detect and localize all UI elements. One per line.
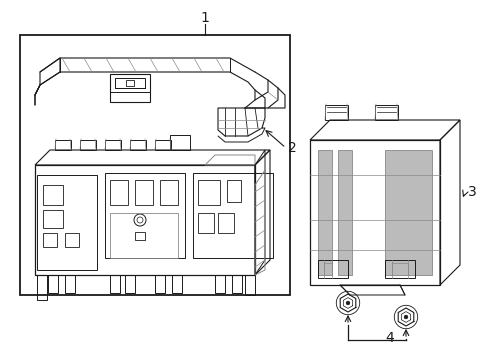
- Bar: [155, 275, 165, 293]
- Bar: [227, 180, 241, 202]
- Bar: [232, 275, 242, 293]
- Bar: [218, 213, 234, 233]
- Bar: [115, 78, 145, 88]
- Bar: [172, 275, 182, 293]
- Bar: [65, 275, 75, 293]
- Bar: [48, 275, 58, 293]
- Circle shape: [404, 315, 408, 319]
- Bar: [310, 140, 440, 285]
- Bar: [245, 275, 255, 295]
- Text: 3: 3: [468, 185, 477, 199]
- Bar: [125, 275, 135, 293]
- Bar: [198, 180, 220, 205]
- Polygon shape: [385, 150, 432, 275]
- Bar: [193, 173, 273, 258]
- Bar: [20, 35, 290, 295]
- Bar: [385, 260, 415, 278]
- Polygon shape: [392, 263, 408, 275]
- Bar: [160, 180, 178, 205]
- Bar: [110, 180, 128, 205]
- Bar: [135, 180, 153, 205]
- Bar: [318, 260, 348, 278]
- Polygon shape: [324, 263, 332, 275]
- Bar: [126, 80, 134, 86]
- Polygon shape: [338, 150, 352, 275]
- Bar: [35, 165, 255, 275]
- Bar: [105, 173, 185, 258]
- Text: 2: 2: [288, 141, 297, 155]
- Bar: [215, 275, 225, 293]
- Bar: [110, 213, 178, 258]
- Bar: [43, 210, 63, 228]
- Bar: [37, 275, 47, 300]
- Text: 4: 4: [386, 331, 394, 345]
- Bar: [65, 233, 79, 247]
- Bar: [198, 213, 214, 233]
- Text: 1: 1: [200, 11, 209, 25]
- Bar: [110, 275, 120, 293]
- Bar: [110, 74, 150, 102]
- Bar: [37, 175, 97, 270]
- Polygon shape: [318, 150, 332, 275]
- Bar: [43, 185, 63, 205]
- Bar: [135, 232, 145, 240]
- Bar: [43, 233, 57, 247]
- Circle shape: [346, 301, 350, 305]
